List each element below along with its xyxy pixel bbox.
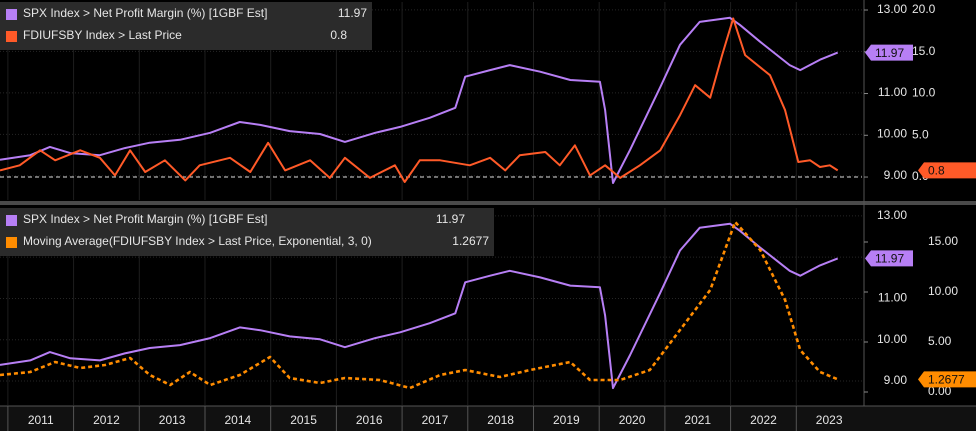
last-value-label: 11.97 — [875, 46, 904, 60]
x-tick-label: 2012 — [93, 413, 120, 427]
x-tick-label: 2022 — [750, 413, 777, 427]
y-tick-label: 9.00 — [884, 373, 908, 387]
last-value-tag — [865, 250, 913, 267]
legend-label: FDIUFSBY Index > Last Price — [23, 28, 182, 42]
y-tick-label: 9.00 — [884, 168, 908, 182]
last-value-label: 1.2677 — [928, 372, 965, 386]
legend-label: SPX Index > Net Profit Margin (%) [1GBF … — [23, 6, 267, 20]
x-axis-strip — [0, 406, 976, 431]
y2-tick-label: 15.0 — [912, 44, 936, 58]
y2-tick-label: 5.0 — [912, 127, 929, 141]
series-line — [0, 222, 839, 390]
x-tick-label: 2011 — [28, 413, 54, 427]
x-tick-label: 2023 — [816, 413, 843, 427]
series-line — [0, 16, 839, 184]
y-tick-label: 13.00 — [877, 2, 907, 16]
x-tick-label: 2020 — [619, 413, 646, 427]
x-tick-label: 2018 — [487, 413, 514, 427]
legend-label: Moving Average(FDIUFSBY Index > Last Pri… — [23, 234, 372, 248]
last-value-tag — [865, 44, 913, 61]
legend-swatch — [6, 215, 17, 226]
legend-value: 1.2677 — [452, 234, 489, 248]
last-value-tag — [918, 371, 976, 388]
legend-swatch — [6, 31, 17, 42]
series-line — [0, 220, 839, 390]
x-tick-label: 2015 — [290, 413, 317, 427]
x-tick-label: 2019 — [553, 413, 580, 427]
y2-tick-label: 10.0 — [912, 86, 936, 100]
legend-swatch — [6, 9, 17, 20]
x-tick-label: 2014 — [224, 413, 251, 427]
x-tick-label: 2021 — [684, 413, 711, 427]
y2-tick-label: 15.00 — [928, 234, 958, 248]
legend-swatch — [6, 237, 17, 248]
legend-value: 0.8 — [330, 28, 347, 42]
y-tick-label: 11.00 — [878, 85, 907, 99]
x-tick-label: 2017 — [422, 413, 449, 427]
series-line — [0, 17, 839, 183]
y2-tick-label: 0.00 — [928, 384, 952, 398]
legend-box — [0, 208, 494, 256]
legend-box — [0, 2, 372, 50]
y-tick-label: 11.00 — [878, 291, 907, 305]
last-value-label: 0.8 — [928, 164, 945, 178]
legend-value: 11.97 — [338, 6, 367, 20]
panel-separator — [0, 201, 976, 205]
x-tick-label: 2013 — [159, 413, 186, 427]
y-tick-label: 10.00 — [877, 332, 907, 346]
legend-label: SPX Index > Net Profit Margin (%) [1GBF … — [23, 212, 267, 226]
y2-tick-label: 20.0 — [912, 2, 936, 16]
x-tick-label: 2016 — [356, 413, 383, 427]
last-value-tag — [918, 162, 976, 179]
last-value-label: 11.97 — [875, 252, 904, 266]
legend-value: 11.97 — [436, 212, 465, 226]
y-tick-label: 13.00 — [877, 208, 907, 222]
y2-tick-label: 10.00 — [928, 284, 958, 298]
y-tick-label: 10.00 — [877, 127, 907, 141]
y2-tick-label: 5.00 — [928, 334, 952, 348]
